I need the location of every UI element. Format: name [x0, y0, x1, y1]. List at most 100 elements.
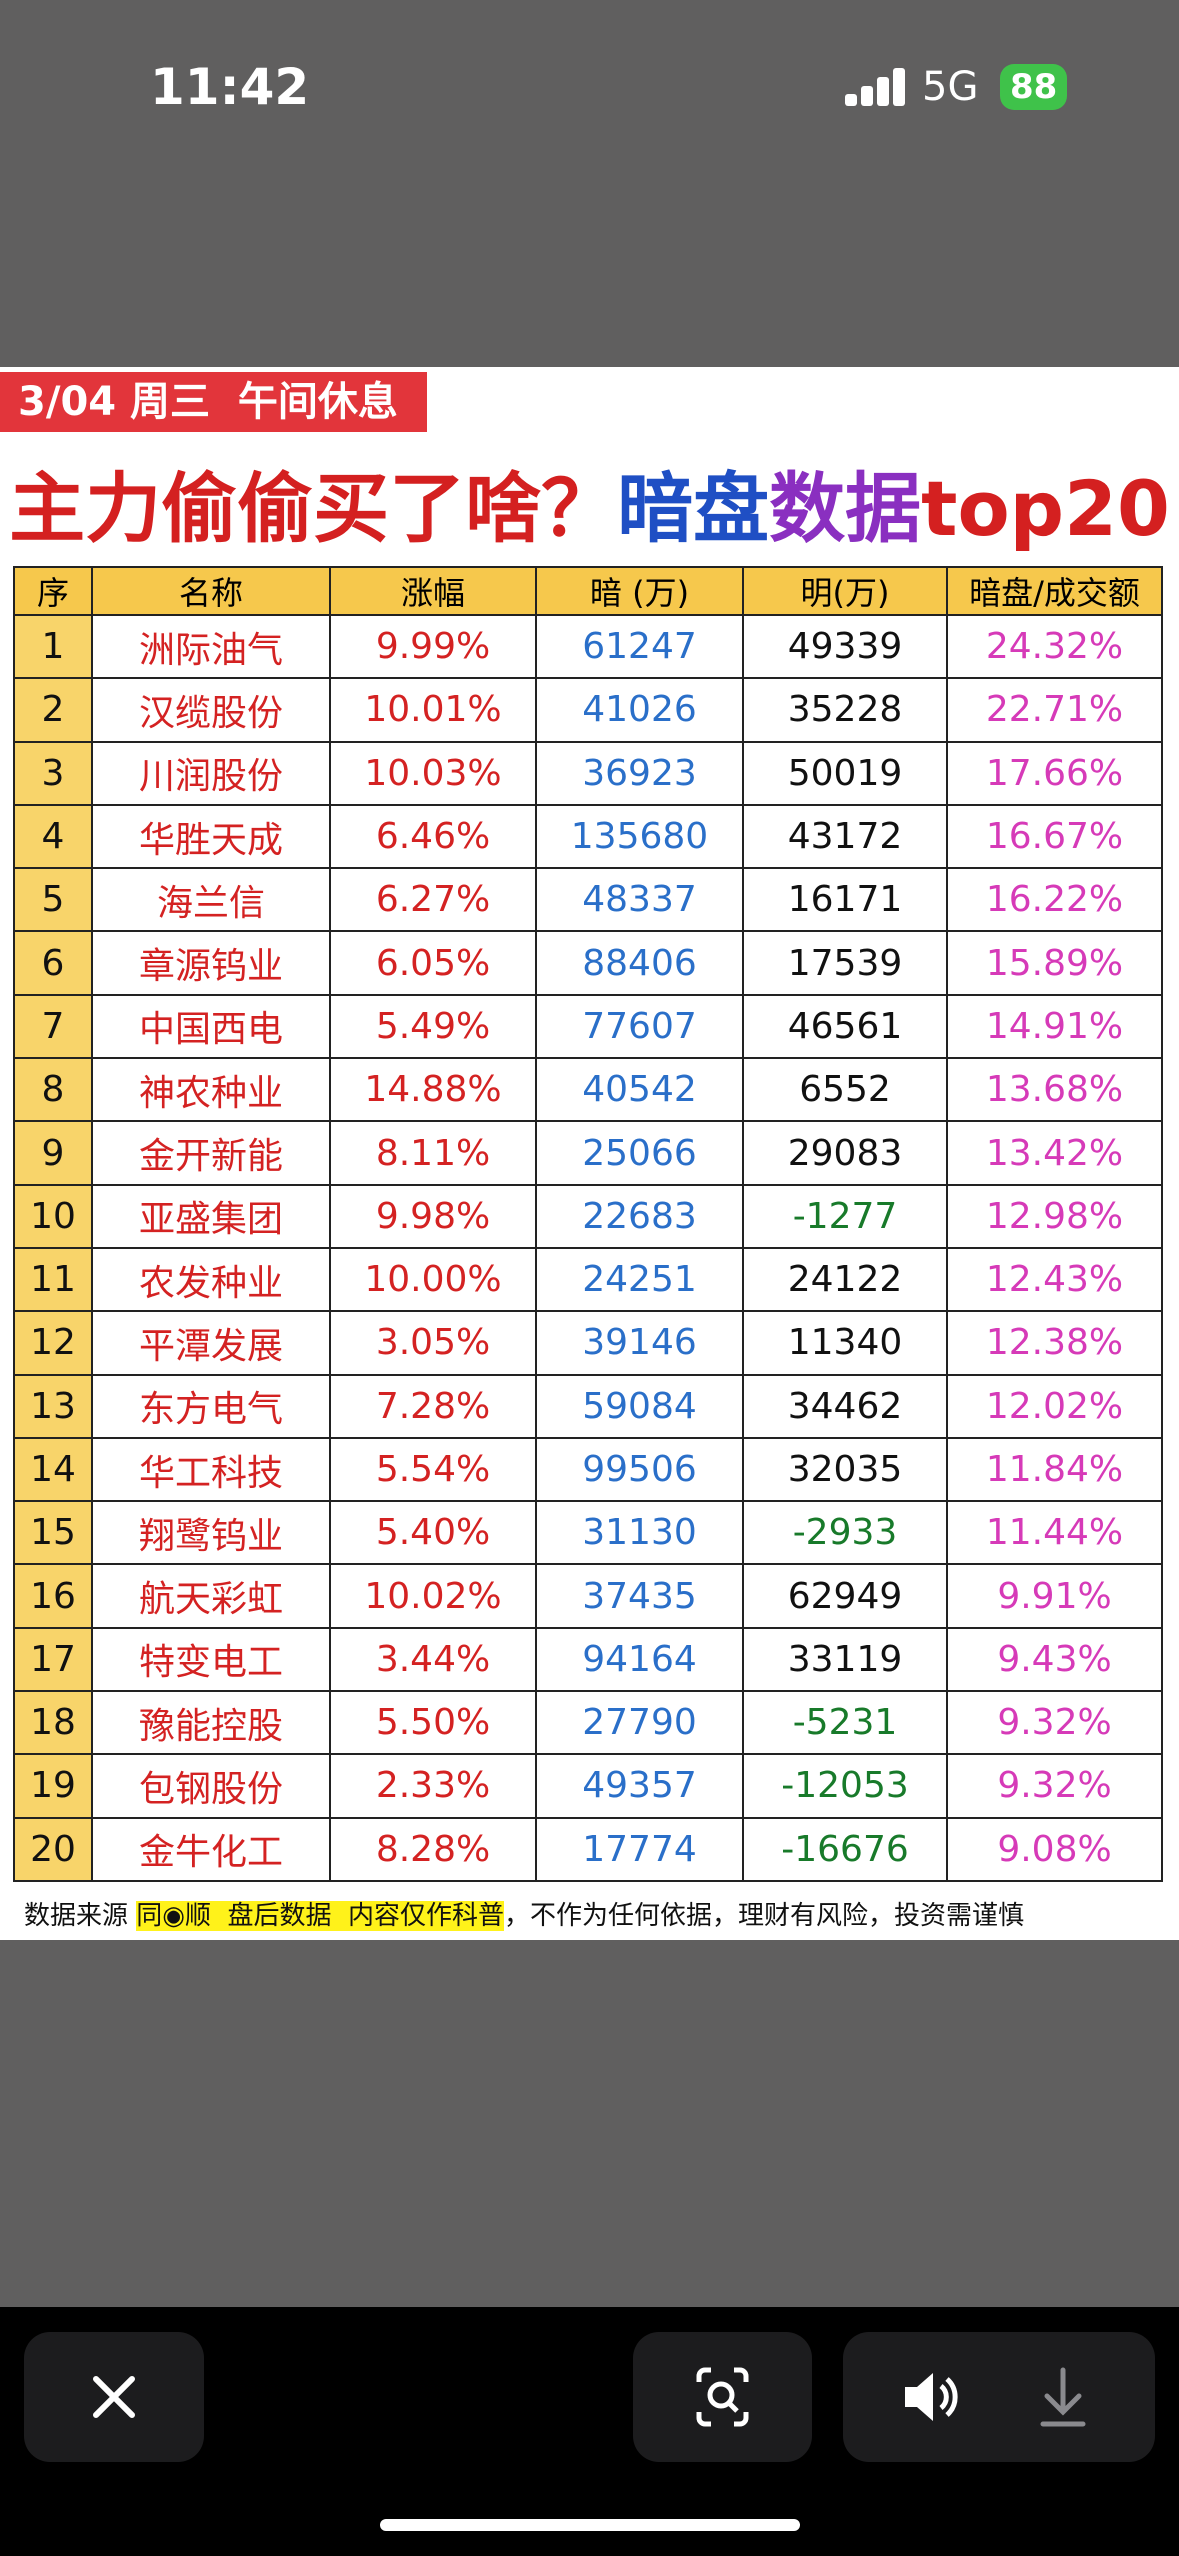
table-cell: 章源钨业 — [91, 930, 331, 996]
table-cell: 翔鹭钨业 — [91, 1500, 331, 1566]
table-cell: 61247 — [535, 613, 744, 680]
table-cell: -12053 — [742, 1753, 948, 1819]
table-cell: 农发种业 — [91, 1246, 331, 1313]
network: 5G — [922, 64, 979, 110]
table-cell: 9.99% — [329, 613, 537, 680]
highlight: 同◉顺 盘后数据 内容仅作科普 — [136, 1901, 505, 1931]
disclaimer: ，不作为任何依据，理财有风险，投资需谨慎 — [504, 1901, 1025, 1931]
table-cell: 88406 — [535, 930, 744, 996]
table-cell: 59084 — [535, 1373, 744, 1439]
table-cell: 14.91% — [946, 993, 1163, 1060]
table-cell: 13.42% — [946, 1120, 1163, 1186]
table-cell: 10.01% — [329, 677, 537, 743]
table-row: 19 包钢股份 2.33% 49357 -12053 9.32% — [13, 1753, 1163, 1819]
table-cell: 东方电气 — [91, 1373, 331, 1439]
table-cell: 17539 — [742, 930, 948, 996]
title-part: 暗盘 — [617, 464, 770, 553]
table-cell: 6552 — [742, 1057, 948, 1123]
table-cell: 49357 — [535, 1753, 744, 1819]
table-cell: -16676 — [742, 1816, 948, 1882]
table-cell: 24251 — [535, 1246, 744, 1313]
close-icon — [93, 2376, 135, 2418]
table-cell: 神农种业 — [91, 1057, 331, 1123]
table-cell: 31130 — [535, 1500, 744, 1566]
table-cell: 11 — [13, 1246, 93, 1313]
table-cell: 12 — [13, 1310, 93, 1376]
close-button[interactable] — [24, 2332, 204, 2462]
table-cell: 19 — [13, 1753, 93, 1819]
table-cell: 62949 — [742, 1563, 948, 1629]
table-cell: 特变电工 — [91, 1626, 331, 1693]
table-cell: 15 — [13, 1500, 93, 1566]
table-row: 15 翔鹭钨业 5.40% 31130 -2933 11.44% — [13, 1500, 1163, 1566]
table-cell: 9.32% — [946, 1753, 1163, 1819]
toolbar — [0, 2307, 1179, 2556]
table-cell: 17774 — [535, 1816, 744, 1882]
table-cell: 7 — [13, 993, 93, 1060]
table-row: 4 华胜天成 6.46% 135680 43172 16.67% — [13, 803, 1163, 870]
table-row: 9 金开新能 8.11% 25066 29083 13.42% — [13, 1120, 1163, 1186]
table-row: 18 豫能控股 5.50% 27790 -5231 9.32% — [13, 1690, 1163, 1756]
table-cell: 13 — [13, 1373, 93, 1439]
table-row: 11 农发种业 10.00% 24251 24122 12.43% — [13, 1246, 1163, 1313]
table-cell: 35228 — [742, 677, 948, 743]
table-cell: 9.08% — [946, 1816, 1163, 1882]
table-cell: -2933 — [742, 1500, 948, 1566]
table-cell: 2 — [13, 677, 93, 743]
table-cell: 2.33% — [329, 1753, 537, 1819]
download-button[interactable] — [1040, 2367, 1086, 2427]
table-cell: 33119 — [742, 1626, 948, 1693]
table-cell: 24.32% — [946, 613, 1163, 680]
table-cell: 36923 — [535, 740, 744, 806]
table-cell: 8.11% — [329, 1120, 537, 1186]
table-cell: 32035 — [742, 1436, 948, 1503]
table-cell: 3.44% — [329, 1626, 537, 1693]
table-cell: 金开新能 — [91, 1120, 331, 1186]
table-cell: 77607 — [535, 993, 744, 1060]
table-cell: 10.00% — [329, 1246, 537, 1313]
battery: 88 — [1000, 64, 1068, 110]
table-cell: 亚盛集团 — [91, 1183, 331, 1249]
table-row: 6 章源钨业 6.05% 88406 17539 15.89% — [13, 930, 1163, 996]
table-cell: 135680 — [535, 803, 744, 870]
date-tag: 3/04 周三 午间休息 — [0, 372, 427, 432]
source-label: 数据来源 — [24, 1901, 129, 1931]
image-card: 3/04 周三 午间休息 主力偷偷买了啥？暗盘数据top20 序名称 涨幅暗 (万… — [0, 367, 1179, 1940]
table-cell: 25066 — [535, 1120, 744, 1186]
column-header: 暗盘/成交额 — [946, 566, 1163, 616]
table-cell: 川润股份 — [91, 740, 331, 806]
table-row: 3 川润股份 10.03% 36923 50019 17.66% — [13, 740, 1163, 806]
table-cell: 22.71% — [946, 677, 1163, 743]
table-cell: 18 — [13, 1690, 93, 1756]
table-cell: 5 — [13, 867, 93, 933]
table-cell: 11.44% — [946, 1500, 1163, 1566]
table-cell: 48337 — [535, 867, 744, 933]
table-cell: 10.02% — [329, 1563, 537, 1629]
table-cell: 20 — [13, 1816, 93, 1882]
table-cell: 12.02% — [946, 1373, 1163, 1439]
table-row: 17 特变电工 3.44% 94164 33119 9.43% — [13, 1626, 1163, 1693]
footer: 数据来源 同◉顺 盘后数据 内容仅作科普，不作为任何依据，理财有风险，投资需谨慎 — [24, 1895, 1024, 1932]
table-cell: 16171 — [742, 867, 948, 933]
table-cell: 9.32% — [946, 1690, 1163, 1756]
table-cell: 3 — [13, 740, 93, 806]
table-cell: 37435 — [535, 1563, 744, 1629]
table-cell: 包钢股份 — [91, 1753, 331, 1819]
column-header: 序 — [13, 566, 93, 616]
lens-button[interactable] — [633, 2332, 812, 2462]
media-controls — [843, 2332, 1155, 2462]
table-row: 2 汉缆股份 10.01% 41026 35228 22.71% — [13, 677, 1163, 743]
table-cell: 10 — [13, 1183, 93, 1249]
title-part: top20 — [921, 464, 1170, 553]
table-cell: 27790 — [535, 1690, 744, 1756]
table-row: 16 航天彩虹 10.02% 37435 62949 9.91% — [13, 1563, 1163, 1629]
table-row: 5 海兰信 6.27% 48337 16171 16.22% — [13, 867, 1163, 933]
column-header: 涨幅 — [329, 566, 537, 616]
table-cell: 29083 — [742, 1120, 948, 1186]
title-part: 主力偷偷买了啥？ — [9, 464, 618, 553]
sound-button[interactable] — [905, 2373, 958, 2421]
table-cell: 9 — [13, 1120, 93, 1186]
table-row: 10 亚盛集团 9.98% 22683 -1277 12.98% — [13, 1183, 1163, 1249]
table-cell: 16 — [13, 1563, 93, 1629]
